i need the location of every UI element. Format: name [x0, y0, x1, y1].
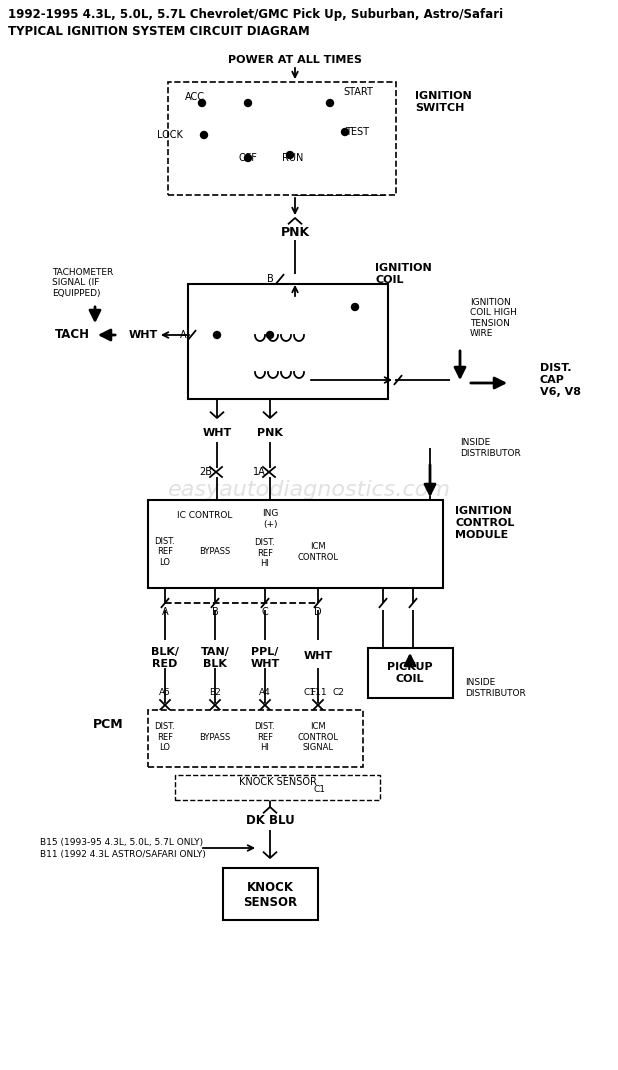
Text: IGNITION: IGNITION	[415, 91, 472, 101]
Circle shape	[326, 100, 334, 107]
Text: C1: C1	[314, 785, 326, 795]
Bar	[168, 82, 396, 195]
Text: A: A	[162, 607, 168, 617]
Text: INSIDE
DISTRIBUTOR: INSIDE DISTRIBUTOR	[465, 678, 526, 698]
Text: B15 (1993-95 4.3L, 5.0L, 5.7L ONLY): B15 (1993-95 4.3L, 5.0L, 5.7L ONLY)	[40, 839, 203, 847]
Text: PPL/
WHT: PPL/ WHT	[250, 647, 279, 669]
Circle shape	[342, 128, 349, 136]
Text: 2B: 2B	[199, 467, 212, 477]
Text: C1: C1	[304, 688, 316, 697]
Circle shape	[200, 132, 208, 138]
Text: IGNITION
CONTROL
MODULE: IGNITION CONTROL MODULE	[455, 506, 514, 539]
Text: B: B	[211, 607, 218, 617]
Text: COIL: COIL	[375, 275, 404, 285]
Text: INSIDE
DISTRIBUTOR: INSIDE DISTRIBUTOR	[460, 439, 521, 458]
Bar	[188, 284, 388, 399]
Text: IC CONTROL: IC CONTROL	[177, 511, 233, 520]
Text: A: A	[180, 330, 186, 340]
Circle shape	[213, 332, 221, 338]
Text: A4: A4	[259, 688, 271, 697]
Text: DIST.
CAP
V6, V8: DIST. CAP V6, V8	[540, 364, 581, 397]
Bar	[175, 775, 380, 800]
Text: PNK: PNK	[281, 226, 310, 239]
Text: POWER AT ALL TIMES: POWER AT ALL TIMES	[228, 55, 362, 65]
Text: WHT: WHT	[303, 651, 332, 661]
Circle shape	[266, 332, 274, 338]
Bar	[148, 710, 363, 767]
Text: LOCK: LOCK	[157, 129, 183, 140]
Text: TYPICAL IGNITION SYSTEM CIRCUIT DIAGRAM: TYPICAL IGNITION SYSTEM CIRCUIT DIAGRAM	[8, 25, 310, 39]
Text: PNK: PNK	[257, 428, 283, 438]
Text: DIST.
REF
LO: DIST. REF LO	[154, 722, 176, 752]
Circle shape	[245, 154, 252, 162]
Text: OFF: OFF	[239, 153, 258, 163]
Circle shape	[198, 100, 206, 107]
Text: SWITCH: SWITCH	[415, 103, 464, 113]
Text: TACHOMETER
SIGNAL (IF
EQUIPPED): TACHOMETER SIGNAL (IF EQUIPPED)	[52, 269, 113, 297]
Text: IGNITION
COIL HIGH
TENSION
WIRE: IGNITION COIL HIGH TENSION WIRE	[470, 297, 517, 338]
Text: BLK/
RED: BLK/ RED	[151, 647, 179, 669]
Text: DIST.
REF
LO: DIST. REF LO	[154, 537, 176, 567]
Circle shape	[245, 100, 252, 107]
Text: ACC: ACC	[185, 92, 205, 102]
Text: B2: B2	[209, 688, 221, 697]
Text: TAN/
BLK: TAN/ BLK	[201, 647, 229, 669]
Text: TEST: TEST	[345, 127, 369, 137]
Bar	[223, 868, 318, 920]
Text: TACH: TACH	[54, 328, 90, 341]
Text: PICKUP
COIL: PICKUP COIL	[387, 662, 433, 684]
Text: START: START	[343, 87, 373, 97]
Text: B11 (1992 4.3L ASTRO/SAFARI ONLY): B11 (1992 4.3L ASTRO/SAFARI ONLY)	[40, 851, 206, 859]
Text: KNOCK
SENSOR: KNOCK SENSOR	[243, 881, 297, 909]
Text: 1A: 1A	[253, 467, 266, 477]
Text: ICM
CONTROL: ICM CONTROL	[297, 542, 339, 562]
Text: BYPASS: BYPASS	[200, 548, 231, 556]
Text: F11: F11	[310, 688, 326, 697]
Bar	[368, 648, 453, 698]
Text: (+): (+)	[263, 520, 277, 529]
Bar	[148, 500, 443, 589]
Text: easyautodiagnostics.com: easyautodiagnostics.com	[167, 480, 451, 500]
Circle shape	[287, 152, 294, 158]
Text: IGNITION: IGNITION	[375, 263, 432, 273]
Text: ING: ING	[262, 509, 278, 519]
Text: WHT: WHT	[129, 330, 158, 340]
Text: DIST.
REF
HI: DIST. REF HI	[255, 722, 276, 752]
Text: DIST.
REF
HI: DIST. REF HI	[255, 538, 276, 568]
Text: KNOCK SENSOR: KNOCK SENSOR	[239, 777, 317, 788]
Text: B: B	[266, 274, 273, 284]
Text: 1992-1995 4.3L, 5.0L, 5.7L Chevrolet/GMC Pick Up, Suburban, Astro/Safari: 1992-1995 4.3L, 5.0L, 5.7L Chevrolet/GMC…	[8, 7, 503, 21]
Text: A5: A5	[159, 688, 171, 697]
Text: BYPASS: BYPASS	[200, 733, 231, 742]
Text: DK BLU: DK BLU	[245, 813, 294, 826]
Circle shape	[352, 304, 358, 310]
Text: PCM: PCM	[93, 718, 124, 732]
Text: WHT: WHT	[202, 428, 232, 438]
Text: C: C	[261, 607, 268, 617]
Text: C2: C2	[332, 688, 344, 697]
Text: ICM
CONTROL
SIGNAL: ICM CONTROL SIGNAL	[297, 722, 339, 752]
Text: RUN: RUN	[282, 153, 303, 163]
Text: D: D	[314, 607, 322, 617]
